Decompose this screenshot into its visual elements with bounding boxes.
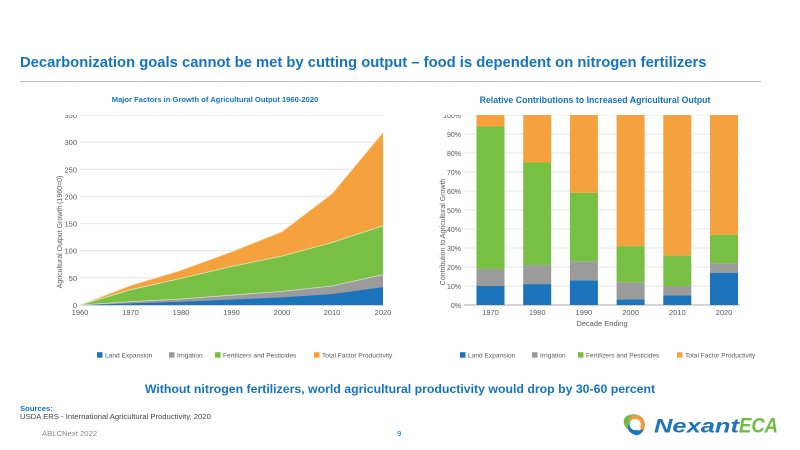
svg-text:2000: 2000: [622, 308, 639, 317]
svg-text:70%: 70%: [447, 170, 461, 177]
svg-text:300: 300: [64, 138, 77, 147]
svg-text:150: 150: [64, 220, 77, 229]
svg-text:Total Factor Productivity: Total Factor Productivity: [685, 352, 756, 359]
svg-text:250: 250: [64, 165, 77, 174]
svg-text:Land Expansion: Land Expansion: [105, 352, 153, 359]
svg-text:2020: 2020: [716, 308, 733, 317]
svg-text:350: 350: [64, 115, 77, 120]
svg-text:0%: 0%: [451, 303, 461, 310]
svg-text:Nexant: Nexant: [654, 417, 740, 438]
svg-text:100%: 100%: [443, 115, 461, 120]
svg-text:100: 100: [64, 247, 77, 256]
svg-text:Fertilizers and Pesticides: Fertilizers and Pesticides: [223, 352, 297, 359]
svg-text:50: 50: [69, 274, 77, 283]
svg-text:1990: 1990: [576, 308, 593, 317]
svg-text:1970: 1970: [482, 308, 499, 317]
svg-text:1980: 1980: [173, 308, 190, 317]
svg-text:Irrigation: Irrigation: [540, 352, 566, 359]
svg-text:10%: 10%: [447, 284, 461, 291]
svg-text:80%: 80%: [447, 151, 461, 158]
svg-text:200: 200: [64, 192, 77, 201]
svg-text:1960: 1960: [72, 308, 89, 317]
svg-text:30%: 30%: [447, 246, 461, 253]
svg-text:2010: 2010: [669, 308, 686, 317]
svg-text:Decade Ending: Decade Ending: [576, 319, 627, 328]
svg-text:90%: 90%: [447, 132, 461, 139]
svg-text:Land Expansion: Land Expansion: [468, 352, 516, 359]
svg-text:Irrigation: Irrigation: [177, 352, 203, 359]
svg-text:1970: 1970: [122, 308, 139, 317]
svg-text:Total Factor Productivity: Total Factor Productivity: [322, 352, 393, 359]
svg-text:50%: 50%: [447, 208, 461, 215]
svg-text:20%: 20%: [447, 265, 461, 272]
svg-text:1990: 1990: [223, 308, 240, 317]
svg-text:1980: 1980: [529, 308, 546, 317]
svg-text:2010: 2010: [324, 308, 341, 317]
svg-text:40%: 40%: [447, 227, 461, 234]
svg-text:2000: 2000: [274, 308, 291, 317]
svg-text:2020: 2020: [375, 308, 392, 317]
svg-text:ECA: ECA: [739, 415, 778, 438]
svg-text:60%: 60%: [447, 189, 461, 196]
svg-text:Fertilizers and Pesticides: Fertilizers and Pesticides: [586, 352, 660, 359]
